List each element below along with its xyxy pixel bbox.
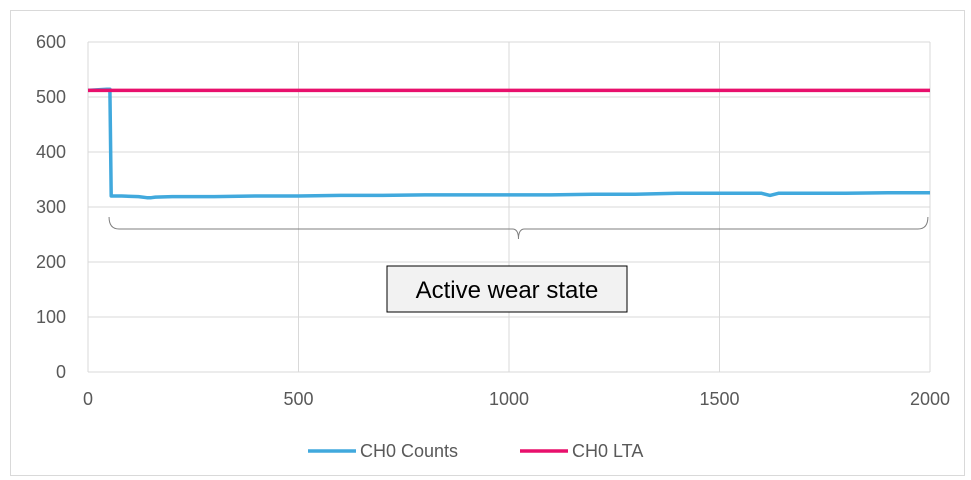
x-tick-label: 1500: [699, 389, 739, 409]
y-tick-label: 0: [56, 362, 66, 382]
annotation-bracket: [108, 216, 929, 240]
annotation: Active wear state: [108, 216, 929, 313]
annotation-box: [386, 265, 628, 313]
y-tick-label: 100: [36, 307, 66, 327]
y-tick-label: 300: [36, 197, 66, 217]
x-tick-label: 0: [83, 389, 93, 409]
annotation-text: Active wear state: [416, 277, 599, 304]
x-tick-label: 2000: [910, 389, 950, 409]
y-tick-label: 500: [36, 87, 66, 107]
grid: [87, 41, 931, 373]
x-tick-label: 1000: [489, 389, 529, 409]
x-tick-label: 500: [283, 389, 313, 409]
chart-frame: [10, 10, 965, 476]
y-tick-label: 400: [36, 142, 66, 162]
legend-label-1: CH0 LTA: [572, 441, 643, 461]
series-line-0: [87, 87, 930, 200]
y-tick-label: 200: [36, 252, 66, 272]
legend-label-0: CH0 Counts: [360, 441, 458, 461]
y-axis-ticks: 0 100 200 300 400 500 600: [36, 32, 66, 382]
x-axis-ticks: 0 500 1000 1500 2000: [83, 389, 950, 409]
y-tick-label: 600: [36, 32, 66, 52]
legend: CH0 Counts CH0 LTA: [308, 441, 643, 461]
series-lines: [87, 87, 930, 200]
